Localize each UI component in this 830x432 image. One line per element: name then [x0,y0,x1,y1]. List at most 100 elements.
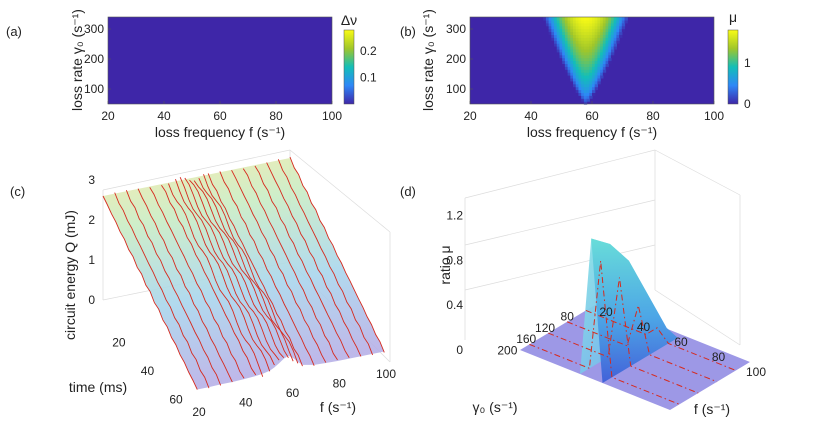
heatmap-b-cell [586,60,590,64]
heatmap-b-cell [578,17,582,21]
heatmap-b-cell [578,22,582,27]
energy-trace [193,180,289,359]
heatmap-b-cell [570,46,574,50]
heatmap-b-cell [616,40,620,44]
heatmap-b-cell [589,46,593,50]
heatmap-b-cell [592,19,596,24]
heatmap-b-cell [605,60,609,64]
x-axis-label-c: f (s⁻¹) [320,399,356,415]
heatmap-b-cell [548,31,552,35]
heatmap-b-cell [589,60,593,64]
heatmap-b-cell [567,17,571,21]
heatmap-a-background [108,17,332,104]
heatmap-b-cell [586,31,590,35]
energy-trace [125,189,222,386]
heatmap-b-cell [592,17,596,21]
heatmap-b-cell [616,37,620,41]
energy-trace [137,188,233,383]
heatmap-b-cell [575,57,580,62]
heatmap-b-cell [586,48,590,53]
heatmap-b-cell [586,28,590,33]
heatmap-b-cell [613,37,617,41]
heatmap-b-cell [613,17,617,21]
heatmap-b-cell [592,89,596,93]
heatmap-b-cell [589,57,593,62]
heatmap-b-cell [583,19,588,24]
heatmap-b-cell [589,34,593,38]
heatmap-b-cell [602,72,607,76]
x-tick-c: 80 [333,377,347,391]
heatmap-b-cell [573,25,577,30]
heatmap-b-cell [573,69,577,73]
heatmap-b-cell [616,22,620,27]
heatmap-b-cell [564,54,569,59]
heatmap-b-cell [581,28,585,33]
colorbar-tick-b: 1 [744,56,751,70]
heatmap-b-cell [594,72,599,76]
heatmap-b-cell [589,51,593,56]
y-tick-b: 200 [446,52,466,66]
heatmap-b-cell [586,77,590,82]
heatmap-b-cell [573,46,577,50]
heatmap-b-cell [586,34,590,38]
heatmap-b-cell [597,31,601,35]
heatmap-b-cell [581,17,585,21]
heatmap-b-cell [592,51,596,56]
heatmap-b-cell [597,22,601,27]
heatmap-b-cell [575,86,580,91]
energy-trace [175,179,271,372]
y-axis-label-a: loss rate γ₀ (s⁻¹) [69,9,85,111]
heatmap-b-cell [608,34,612,38]
heatmap-b-cell [556,19,561,24]
heatmap-b-cell [578,25,582,30]
heatmap-b-cell [578,86,582,91]
heatmap-b-cell [594,22,599,27]
ratio-slice [548,277,699,394]
heatmap-b-cell [578,43,582,47]
y-tick-b: 100 [446,82,466,96]
axes-box-d [464,149,741,346]
heatmap-b-cell [600,22,604,27]
heatmap-b-cell [600,40,604,44]
heatmap-b-cell [602,31,607,35]
heatmap-b-cell [570,60,574,64]
energy-trace [114,192,210,389]
heatmap-b-cell [586,80,590,85]
heatmap-b-cell [597,19,601,24]
heatmap-b-cell [581,48,585,53]
heatmap-b-cell [545,19,550,24]
heatmap-b-cell [597,72,601,76]
heatmap-b-cell [554,19,558,24]
heatmap-b-cell [575,89,580,93]
heatmap-b-cell [583,48,588,53]
heatmap-b-cell [605,25,609,30]
heatmap-b-cell [621,28,626,33]
heatmap-b-cell [610,37,615,41]
ratio-spike-right [591,238,678,383]
heatmap-b-cell [556,31,561,35]
heatmap-b-cell [592,66,596,70]
z-tick-c: 0 [88,293,95,307]
heatmap-b-cell [619,34,623,38]
heatmap-b-cell [573,75,577,79]
heatmap-b-cell [575,22,580,27]
heatmap-b-cell [602,66,607,70]
heatmap-b-cell [616,25,620,30]
heatmap-b-cell [575,37,580,41]
x-axis-label-a: loss frequency f (s⁻¹) [155,124,285,140]
heatmap-b-cell [619,25,623,30]
energy-trace [203,174,299,364]
heatmap-b-cell [613,25,617,30]
heatmap-b-cell [624,19,628,24]
heatmap-b-cell [556,25,561,30]
heatmap-b-cell [610,17,615,21]
x-tick-d: 80 [712,350,726,364]
heatmap-b-cell [586,57,590,62]
heatmap-b-cell [564,46,569,50]
heatmap-b-cell [581,34,585,38]
heatmap-b-cell [564,40,569,44]
heatmap-b-cell [581,75,585,79]
x-tick-a: 40 [157,109,171,123]
heatmap-b-cell [586,95,590,99]
